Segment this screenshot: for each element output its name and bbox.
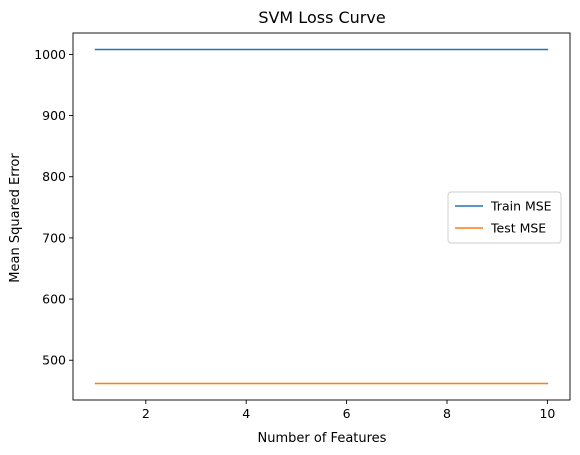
x-axis-label: Number of Features: [258, 431, 387, 446]
y-tick-label: 900: [42, 108, 66, 123]
legend-label: Test MSE: [490, 221, 546, 236]
x-tick-label: 6: [343, 406, 351, 421]
plot-area: 2 4 6 8 10 500 600 700 800 900 1000 Train MSE Test M…: [34, 32, 571, 421]
y-tick-label: 600: [42, 292, 66, 307]
x-tick-label: 2: [142, 406, 150, 421]
y-tick-label: 500: [42, 353, 66, 368]
chart-title: SVM Loss Curve: [258, 8, 385, 27]
x-tick-label: 10: [539, 406, 555, 421]
y-tick-label: 800: [42, 169, 66, 184]
x-tick-label: 4: [242, 406, 250, 421]
x-tick-label: 8: [443, 406, 451, 421]
y-axis-label: Mean Squared Error: [8, 153, 23, 283]
legend-box: [447, 191, 562, 244]
axes-frame: [72, 32, 571, 401]
y-tick-label: 700: [42, 230, 66, 245]
y-tick-label: 1000: [34, 47, 66, 62]
legend-label: Train MSE: [490, 199, 552, 214]
